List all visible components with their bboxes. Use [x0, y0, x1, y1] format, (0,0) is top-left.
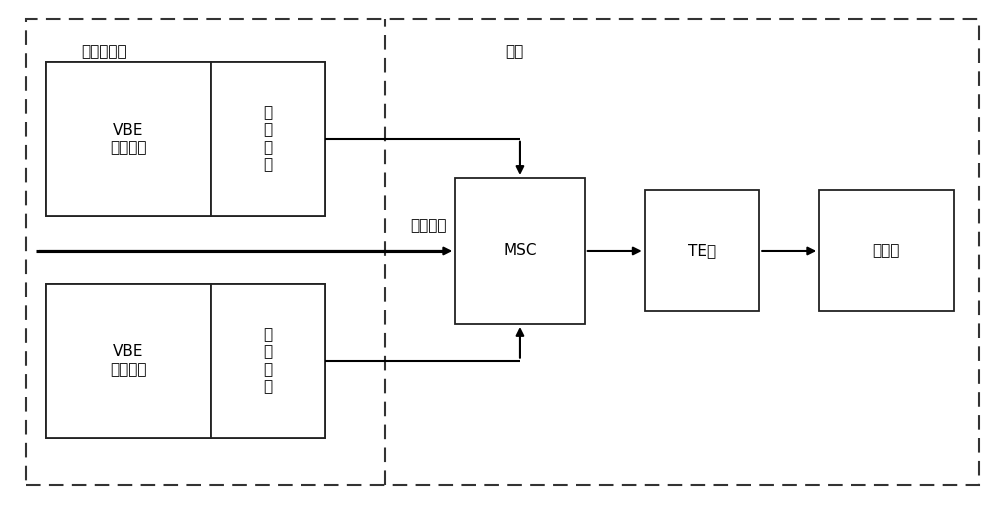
Text: 换流阀: 换流阀: [873, 243, 900, 259]
Text: 阀厅: 阀厅: [505, 44, 523, 59]
Text: VBE
主用系统: VBE 主用系统: [110, 123, 147, 155]
Bar: [819, 191, 954, 311]
Bar: [46, 62, 211, 215]
Bar: [46, 62, 325, 215]
Bar: [211, 62, 325, 215]
Text: 备用光纤: 备用光纤: [410, 219, 447, 233]
Bar: [46, 284, 211, 438]
Bar: [645, 191, 759, 311]
Text: 光
发
射
板: 光 发 射 板: [264, 105, 273, 172]
Bar: [46, 284, 325, 438]
Text: TE板: TE板: [688, 243, 716, 259]
Bar: [211, 284, 325, 438]
Text: MSC: MSC: [503, 243, 537, 259]
Bar: [455, 178, 585, 324]
Text: VBE
备用系统: VBE 备用系统: [110, 344, 147, 377]
Text: 光
发
射
板: 光 发 射 板: [264, 327, 273, 394]
Text: 控制保护室: 控制保护室: [81, 44, 127, 59]
